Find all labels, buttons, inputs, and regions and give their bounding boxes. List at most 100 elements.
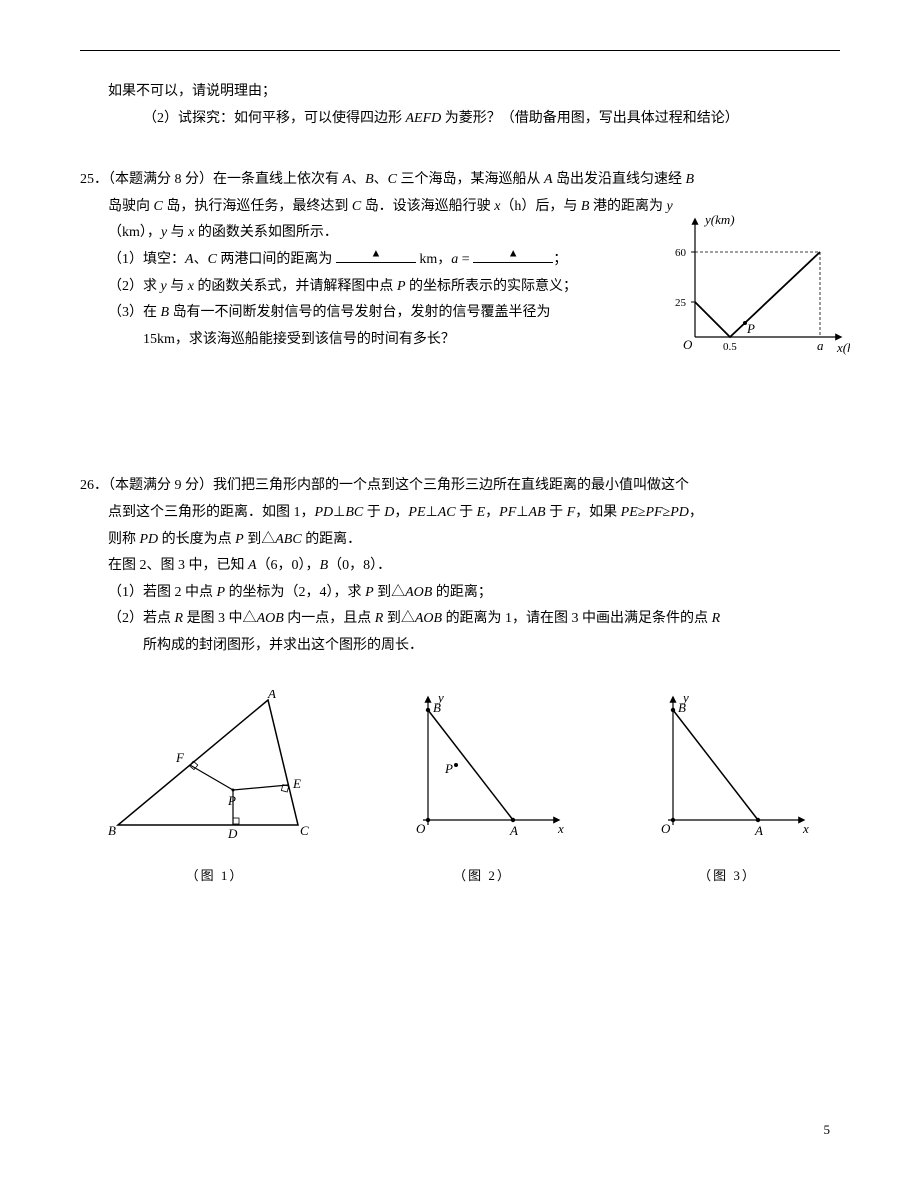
perp2: ⊥ <box>426 505 438 520</box>
q26p1a: （1）若图 2 中点 <box>108 585 217 600</box>
figure-3: y x O B A （图 3） <box>643 690 813 889</box>
q25p1a: （1）填空： <box>108 252 185 267</box>
pl2-a: （2）试探究：如何平移，可以使得四边形 <box>143 111 406 126</box>
Ac: （6，0）， <box>257 558 320 573</box>
A1: A <box>248 558 257 573</box>
q26p2a: （2）若点 <box>108 611 175 626</box>
q25-l1c: 岛出发沿直线匀速经 <box>553 172 686 187</box>
q25p1end: ； <box>553 252 567 267</box>
q26p1b: 的坐标为（2，4），求 <box>225 585 365 600</box>
prev-line2: （2）试探究：如何平移，可以使得四边形 AEFD 为菱形？（借助备用图，写出具体… <box>80 106 840 133</box>
e1: E <box>477 505 486 520</box>
q25p2a: （2）求 <box>108 279 161 294</box>
q25p2b: 与 <box>167 279 188 294</box>
xticka: a <box>817 338 824 353</box>
q26-p2: （2）若点 R 是图 3 中△AOB 内一点，且点 R 到△AOB 的距离为 1… <box>80 606 840 633</box>
question-26: 26．（本题满分 9 分）我们把三角形内部的一个点到这个三角形三边所在直线距离的… <box>80 473 840 888</box>
q26p2e: 的距离为 1，请在图 3 中画出满足条件的点 <box>442 611 712 626</box>
aob2: AOB <box>257 611 284 626</box>
q26p2d: 到△ <box>383 611 415 626</box>
q25-part3b: 15km，求该海巡船能接受到该信号的时间有多长？ <box>80 327 640 354</box>
blank-2[interactable]: ▲ <box>473 248 553 263</box>
fig3-caption: （图 3） <box>643 864 813 889</box>
svg-text:A: A <box>267 690 276 701</box>
ytick25: 25 <box>675 297 687 309</box>
svg-text:x: x <box>557 821 564 836</box>
q25p2c: 的函数关系式，并请解释图中点 <box>194 279 397 294</box>
perp1: ⊥ <box>333 505 345 520</box>
abc1: ABC <box>275 532 301 547</box>
q25-l1a: 25．（本题满分 8 分）在一条直线上依次有 <box>80 172 343 187</box>
R1: R <box>175 611 184 626</box>
P3: P <box>365 585 374 600</box>
f1: F <box>567 505 576 520</box>
P1: P <box>235 532 244 547</box>
q26l3a: 则称 <box>108 532 140 547</box>
svg-text:B: B <box>678 700 686 715</box>
fig1-caption: （图 1） <box>108 864 323 889</box>
q26-p1: （1）若图 2 中点 P 的坐标为（2，4），求 P 到△AOB 的距离； <box>80 580 840 607</box>
pd3: PD <box>140 532 159 547</box>
svg-text:F: F <box>175 750 185 765</box>
ylabel: y(km) <box>703 212 735 227</box>
svg-text:A: A <box>509 823 518 838</box>
q25-part2: （2）求 y 与 x 的函数关系式，并请解释图中点 P 的坐标所表示的实际意义； <box>80 274 640 301</box>
Plabel: P <box>746 321 755 336</box>
svg-text:O: O <box>416 821 426 836</box>
svg-text:A: A <box>754 823 763 838</box>
pf1: PF <box>499 505 516 520</box>
ac1: AC <box>438 505 456 520</box>
at1: 于 <box>363 505 384 520</box>
xtick05: 0.5 <box>723 341 737 353</box>
q25-l2b: 岛，执行海巡任务，最终达到 <box>163 199 352 214</box>
q25-C3: C <box>352 199 361 214</box>
q25-P: P <box>397 279 406 294</box>
q25-C1: C <box>388 172 397 187</box>
pl2-b: 为菱形？（借助备用图，写出具体过程和结论） <box>441 111 739 126</box>
q26-p2b: 所构成的封闭图形，并求出这个图形的周长． <box>80 633 840 660</box>
at2: 于 <box>456 505 477 520</box>
q26p1d: 的距离； <box>432 585 492 600</box>
pf2: PF <box>645 505 662 520</box>
q26p2c: 内一点，且点 <box>284 611 375 626</box>
figure-2: y x O B A P （图 2） <box>398 690 568 889</box>
svg-text:B: B <box>108 823 116 838</box>
B1: B <box>320 558 329 573</box>
q25p1eq: = <box>458 252 473 267</box>
q26-l2: 点到这个三角形的距离．如图 1，PD⊥BC 于 D，PE⊥AC 于 E，PF⊥A… <box>80 500 840 527</box>
q26l3d: 的距离． <box>302 532 362 547</box>
aob1: AOB <box>405 585 432 600</box>
aob3: AOB <box>415 611 442 626</box>
q26l2a: 点到这个三角形的距离．如图 1， <box>108 505 315 520</box>
xlabel: x(h) <box>836 340 850 355</box>
blank-1[interactable]: ▲ <box>336 248 416 263</box>
q25-l2d: （h）后，与 <box>500 199 581 214</box>
q26p2b: 是图 3 中△ <box>183 611 257 626</box>
q26l3b: 的长度为点 <box>158 532 235 547</box>
q25p2d: 的坐标所表示的实际意义； <box>406 279 578 294</box>
pl2-var: AEFD <box>406 111 442 126</box>
q25-A2: A <box>544 172 553 187</box>
q25-part1: （1）填空：A、C 两港口间的距离为 ▲ km，a = ▲； <box>80 247 640 274</box>
q25-l3a: （km）， <box>108 225 161 240</box>
q25-A3: A <box>185 252 194 267</box>
P2: P <box>217 585 226 600</box>
q26-l4: 在图 2、图 3 中，已知 A（6，0），B（0，8）． <box>80 553 840 580</box>
s3: 、 <box>194 252 208 267</box>
figure-1: A B C P D E F （图 1） <box>108 690 323 889</box>
pd1: PD <box>315 505 334 520</box>
q26l3c: 到△ <box>244 532 276 547</box>
question-25: 25．（本题满分 8 分）在一条直线上依次有 A、B、C 三个海岛，某海巡船从 … <box>80 167 840 353</box>
svg-text:D: D <box>227 826 238 840</box>
svg-text:O: O <box>661 821 671 836</box>
c2: ， <box>485 505 499 520</box>
q25-part3: （3）在 B 岛有一不间断发射信号的信号发射台，发射的信号覆盖半径为 <box>80 300 640 327</box>
q26-l3: 则称 PD 的长度为点 P 到△ABC 的距离． <box>80 527 840 554</box>
s2: 、 <box>374 172 388 187</box>
q25p1c: km， <box>416 252 451 267</box>
fig2-caption: （图 2） <box>398 864 568 889</box>
q25-l1b: 三个海岛，某海巡船从 <box>397 172 544 187</box>
ytick60: 60 <box>675 247 687 259</box>
pe1: PE <box>408 505 425 520</box>
d1: D <box>384 505 394 520</box>
